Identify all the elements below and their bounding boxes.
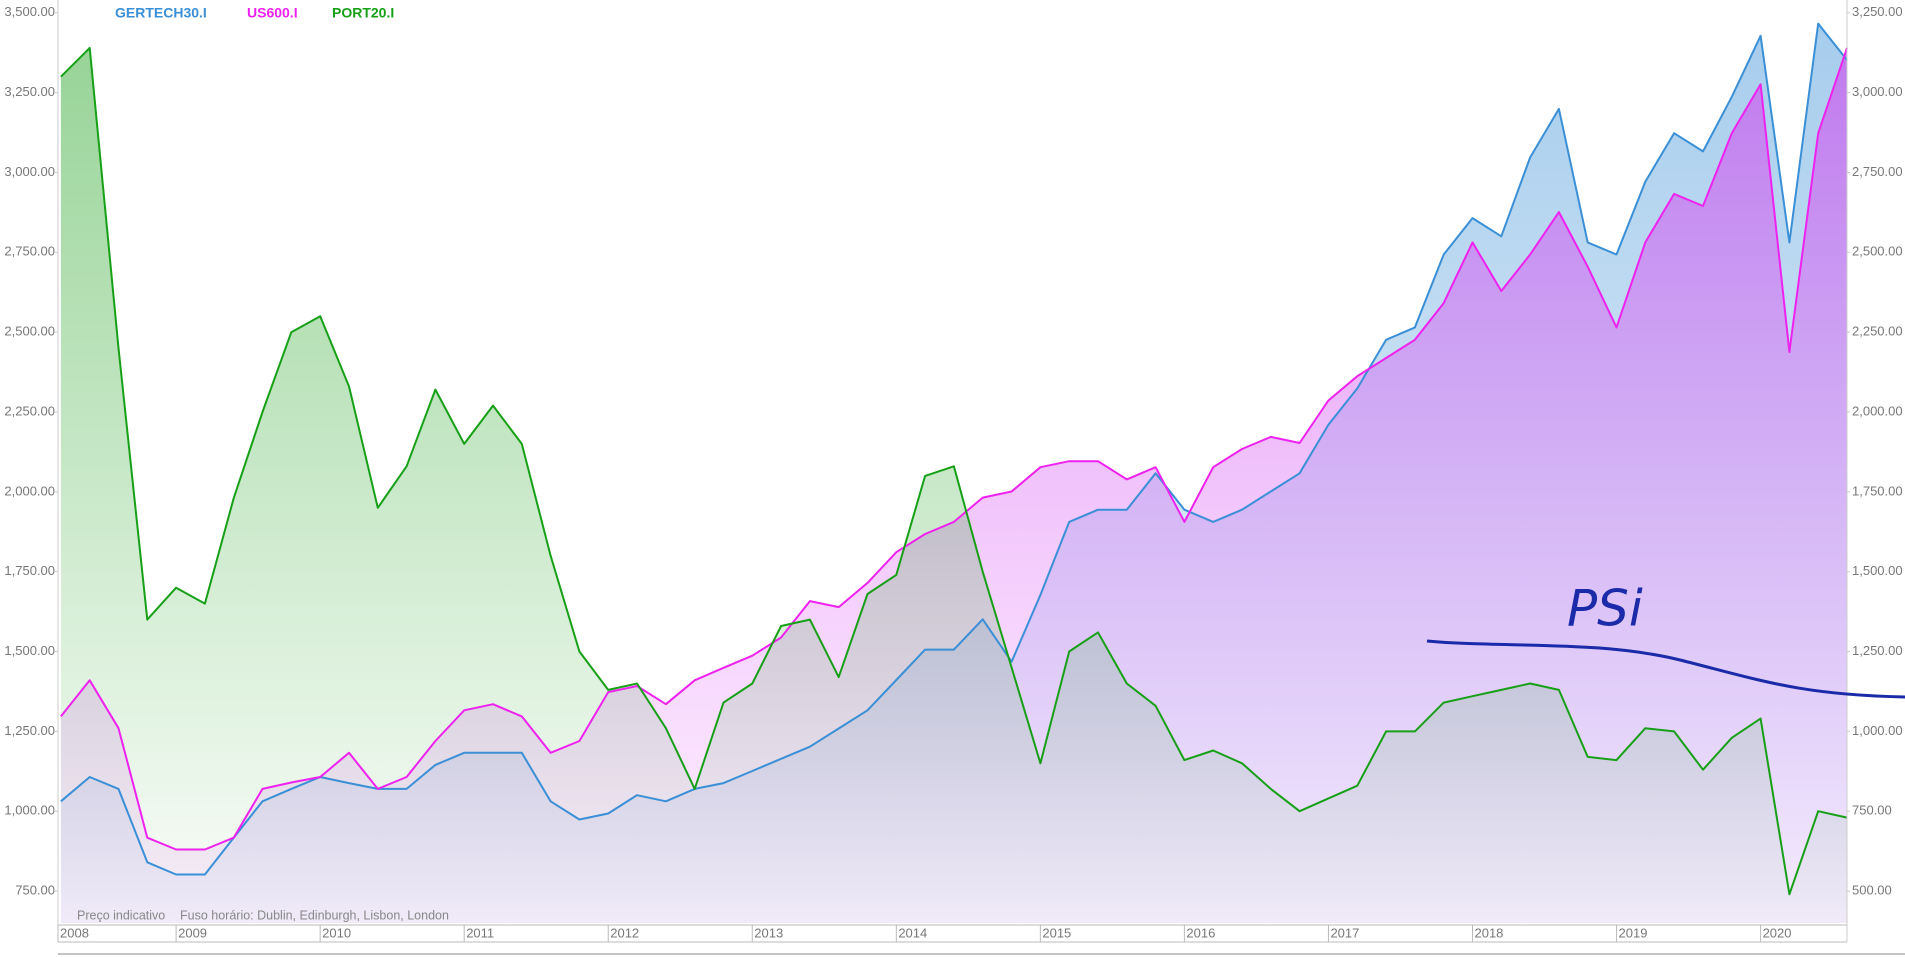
y-tick-label: 2,750.00: [4, 244, 55, 259]
line: [60, 46, 1848, 896]
x-tick-label: 2008: [60, 925, 89, 940]
y2-tick-label: 1,750.00: [1852, 483, 1903, 498]
y-tick-label: 750.00: [15, 882, 55, 897]
y-tick-label: 3,250.00: [4, 84, 55, 99]
y2-tick-label: 3,250.00: [1852, 4, 1903, 19]
x-tick-label: 2018: [1474, 925, 1503, 940]
y2-tick-label: 1,250.00: [1852, 643, 1903, 658]
y2-tick-label: 1,500.00: [1852, 563, 1903, 578]
x-tick-label: 2012: [610, 925, 639, 940]
legend-entry: GERTECH30.I: [115, 5, 207, 21]
line: [60, 47, 1848, 851]
area: [60, 47, 1847, 923]
x-tick-label: 2017: [1330, 925, 1359, 940]
legend-entry: PORT20.I: [332, 5, 394, 21]
x-tick-label: 2016: [1186, 925, 1215, 940]
y-tick-label: 3,500.00: [4, 4, 55, 19]
y-tick-label: 1,000.00: [4, 803, 55, 818]
y2-tick-label: 1,000.00: [1852, 723, 1903, 738]
y2-tick-label: 2,750.00: [1852, 164, 1903, 179]
x-tick-label: 2010: [322, 925, 351, 940]
y-tick-label: 3,000.00: [4, 164, 55, 179]
x-tick-label: 2019: [1619, 925, 1648, 940]
y2-tick-label: 750.00: [1852, 803, 1892, 818]
y-tick-label: 2,250.00: [4, 403, 55, 418]
legend-entry: US600.I: [247, 5, 298, 21]
y-tick-label: 1,750.00: [4, 563, 55, 578]
x-tick-label: 2015: [1042, 925, 1071, 940]
y-tick-label: 1,500.00: [4, 643, 55, 658]
y-tick-label: 2,000.00: [4, 483, 55, 498]
y2-tick-label: 2,500.00: [1852, 244, 1903, 259]
x-tick-label: 2009: [178, 925, 207, 940]
line: [60, 22, 1848, 876]
plot-area: [60, 22, 1848, 924]
note: Fuso horário: Dublin, Edinburgh, Lisbon,…: [180, 908, 449, 922]
hand-drawn-line: [1426, 639, 1905, 699]
x-tick-label: 2013: [754, 925, 783, 940]
y2-tick-label: 3,000.00: [1852, 84, 1903, 99]
y2-tick-label: 2,000.00: [1852, 403, 1903, 418]
y-tick-label: 1,250.00: [4, 723, 55, 738]
y2-tick-label: 500.00: [1852, 882, 1892, 897]
annotation: PSi: [1567, 580, 1643, 638]
x-tick-label: 2014: [898, 925, 927, 940]
area: [60, 47, 1847, 923]
x-tick-label: 2011: [466, 925, 494, 940]
x-tick-label: 2020: [1763, 925, 1792, 940]
y-tick-label: 2,500.00: [4, 324, 55, 339]
y2-tick-label: 2,250.00: [1852, 324, 1903, 339]
note: Preço indicativo: [77, 908, 165, 922]
